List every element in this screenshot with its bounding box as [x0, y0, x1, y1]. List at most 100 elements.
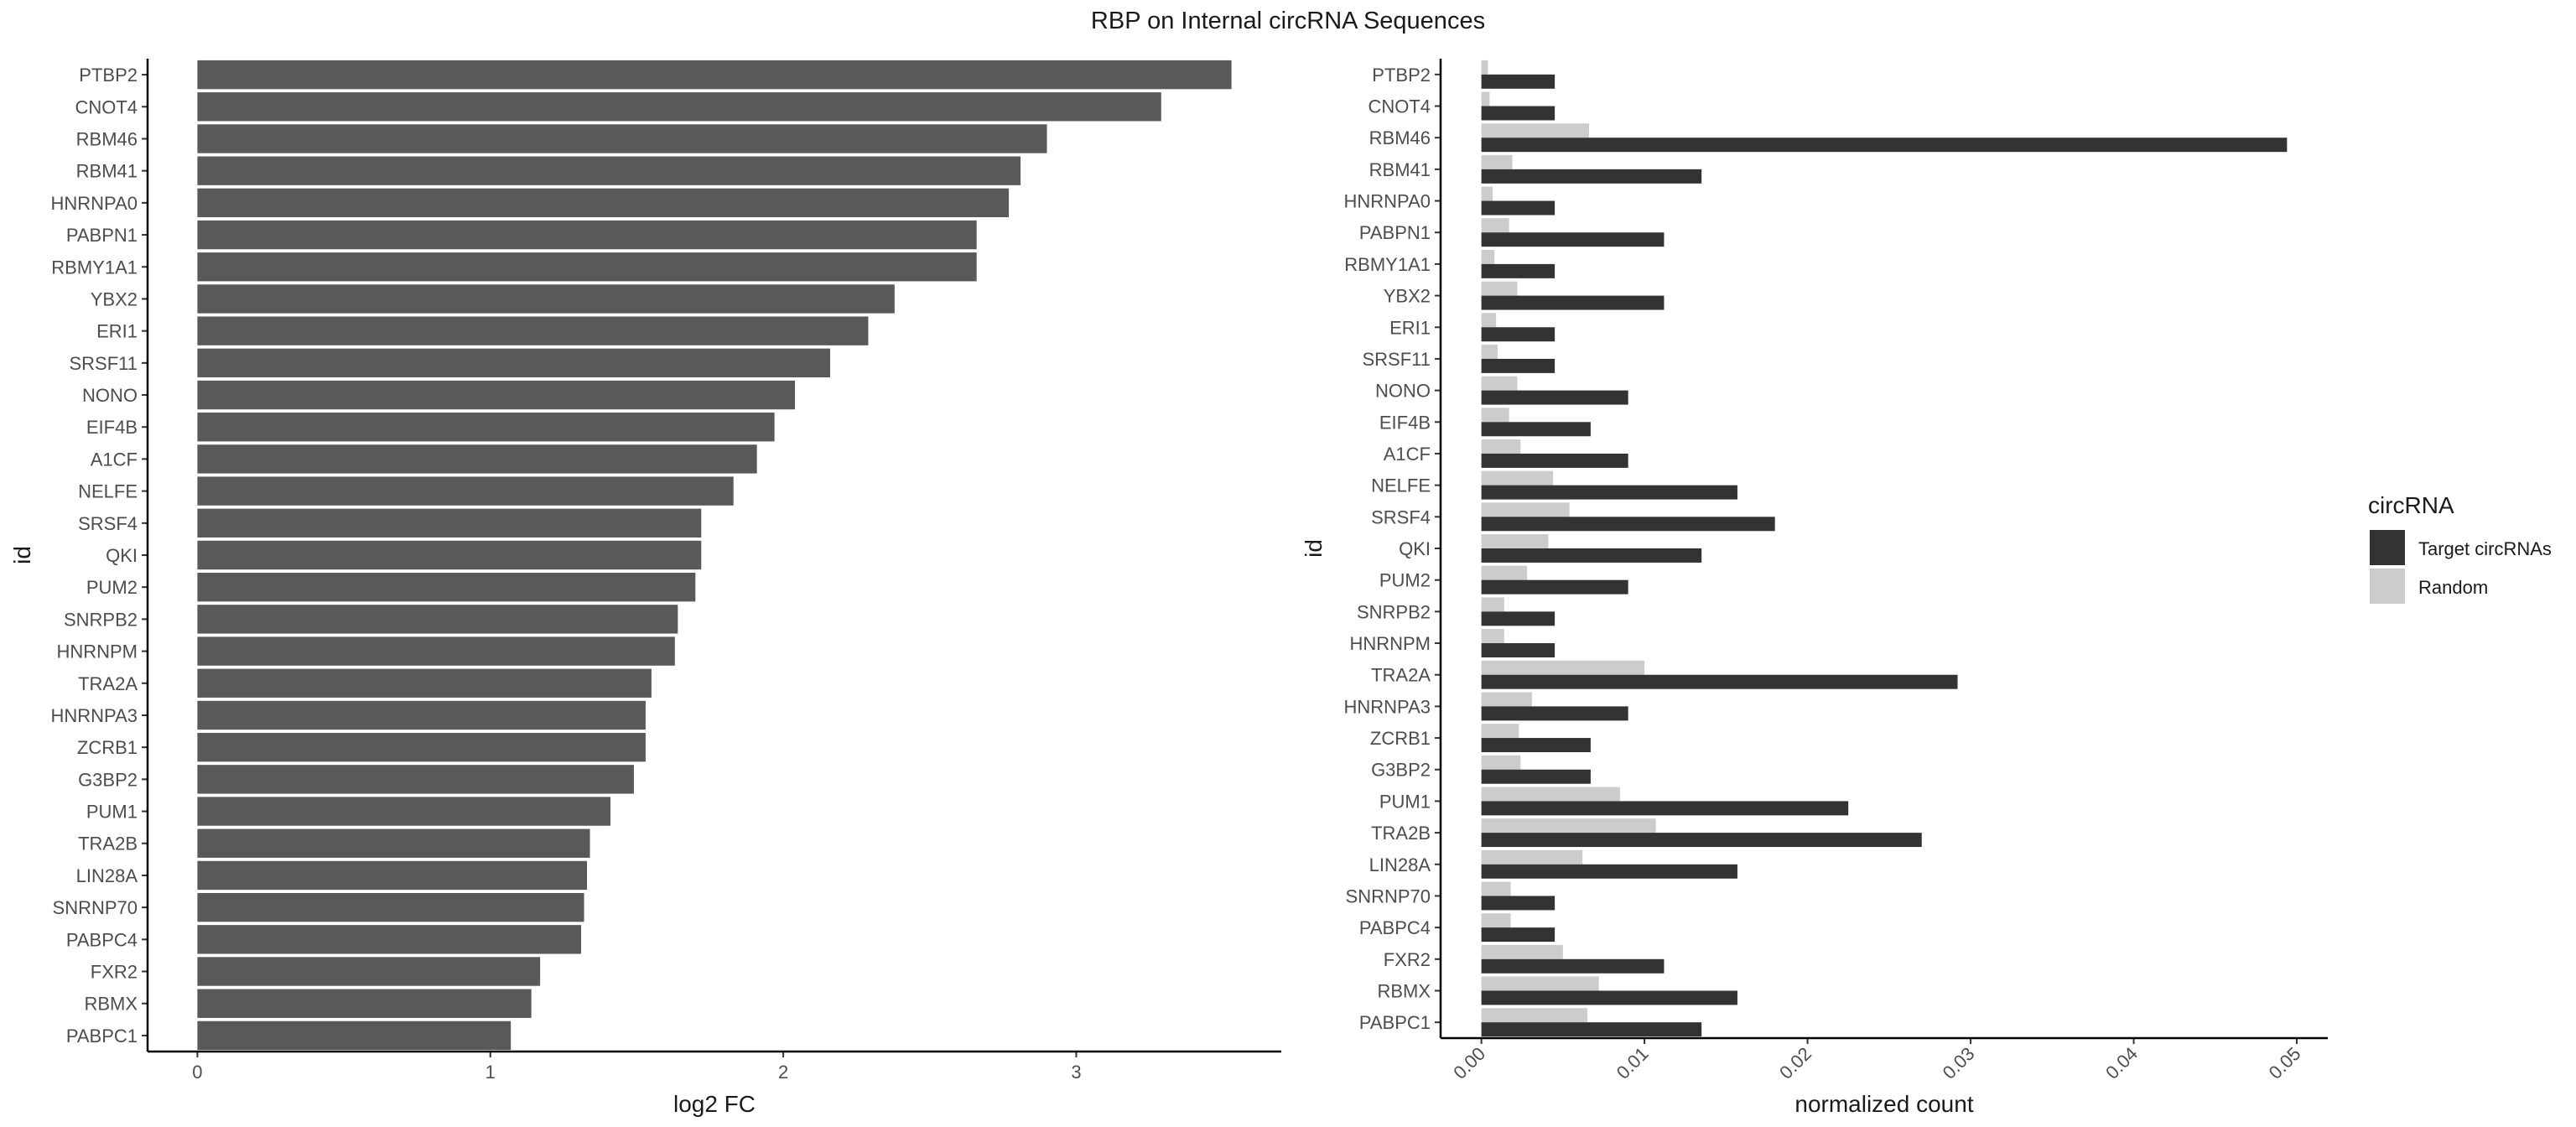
bar-target-rbmx	[1481, 990, 1737, 1005]
y-tick-label: PTBP2	[1372, 65, 1431, 86]
y-tick-label: ERI1	[1389, 317, 1431, 338]
bar-target-srsf11	[1481, 358, 1555, 373]
bar-target-snrpb2	[1481, 611, 1555, 626]
y-tick-label: FXR2	[91, 962, 138, 983]
right-bars	[1481, 60, 2288, 1037]
y-tick-label: TRA2A	[1371, 665, 1431, 686]
bar-hnrnpa3	[197, 700, 646, 730]
bar-random-rbmx	[1481, 976, 1599, 991]
bar-tra2a	[197, 668, 652, 698]
y-tick-label: EIF4B	[86, 417, 138, 438]
left-panel-logfc: PTBP2 CNOT4 RBM46 RBM41 HNRNPA0 PABPN1 RBMY1A1…	[9, 59, 1281, 1117]
bar-random-hnrnpa3	[1481, 692, 1532, 707]
y-tick-label: SNRNP70	[53, 897, 138, 918]
bar-random-tra2b	[1481, 818, 1656, 834]
bar-random-lin28a	[1481, 849, 1583, 865]
bar-target-cnot4	[1481, 106, 1555, 121]
bar-target-eif4b	[1481, 422, 1591, 437]
y-tick-label: A1CF	[91, 449, 138, 470]
y-tick-label: PABPN1	[1359, 222, 1431, 243]
y-tick-label: YBX2	[91, 288, 138, 309]
right-y-axis-label: id	[1301, 539, 1327, 558]
x-tick-label: 0.03	[1939, 1043, 1979, 1083]
y-tick-label: SNRPB2	[1357, 601, 1431, 622]
x-tick-label: 0.00	[1449, 1043, 1489, 1083]
bar-random-pum2	[1481, 565, 1528, 580]
y-tick-label: PUM1	[86, 802, 138, 823]
bar-random-ybx2	[1481, 281, 1518, 296]
left-y-tick-labels: PTBP2 CNOT4 RBM46 RBM41 HNRNPA0 PABPN1 RBMY1A1…	[50, 65, 148, 1046]
bar-pabpc4	[197, 925, 582, 954]
bar-snrpb2	[197, 605, 678, 634]
x-tick-label: 0.05	[2265, 1043, 2305, 1083]
legend: circRNA Target circRNAs Random	[2368, 492, 2552, 604]
bar-hnrnpa0	[197, 188, 1010, 218]
y-tick-label: NELFE	[1371, 475, 1431, 496]
y-tick-label: PUM2	[86, 577, 138, 598]
y-tick-label: CNOT4	[75, 96, 138, 117]
bar-target-rbm46	[1481, 138, 2288, 153]
y-tick-label: SRSF11	[1362, 349, 1431, 370]
x-tick-label: 0.04	[2101, 1043, 2142, 1083]
y-tick-label: ZCRB1	[77, 737, 138, 758]
bar-pum1	[197, 797, 610, 826]
y-tick-label: PABPC4	[66, 929, 138, 950]
y-tick-label: NELFE	[78, 481, 138, 502]
y-tick-label: LIN28A	[76, 865, 138, 886]
bar-random-nelfe	[1481, 470, 1554, 486]
x-tick-label: 0.02	[1775, 1043, 1815, 1083]
bar-nono	[197, 380, 796, 410]
bar-random-fxr2	[1481, 944, 1563, 959]
y-tick-label: NONO	[1375, 381, 1431, 402]
x-tick-label: 2	[778, 1062, 788, 1083]
bar-eif4b	[197, 413, 775, 442]
legend-swatch-target	[2370, 530, 2405, 565]
x-tick-label: 0.01	[1613, 1043, 1653, 1083]
bar-rbmy1a1	[197, 252, 977, 282]
y-tick-label: G3BP2	[1371, 760, 1431, 781]
y-tick-label: RBM46	[1369, 127, 1431, 148]
bar-random-rbm41	[1481, 154, 1513, 169]
right-x-axis-label: normalized count	[1794, 1091, 1973, 1117]
left-x-ticks: 0 1 2 3	[192, 1052, 1082, 1083]
bar-tra2b	[197, 828, 590, 858]
y-tick-label: HNRNPA0	[1343, 191, 1431, 212]
right-x-ticks: 0.00 0.01 0.02 0.03 0.04 0.05	[1449, 1038, 2305, 1083]
bar-target-fxr2	[1481, 958, 1665, 974]
bar-target-pabpc4	[1481, 927, 1555, 943]
y-tick-label: RBMX	[84, 994, 138, 1015]
y-tick-label: TRA2A	[78, 673, 138, 694]
bar-target-pabpn1	[1481, 232, 1665, 247]
bar-random-pabpc1	[1481, 1008, 1588, 1023]
bar-random-cnot4	[1481, 91, 1490, 106]
bar-qki	[197, 540, 702, 570]
bar-fxr2	[197, 957, 541, 986]
y-tick-label: SRSF11	[69, 353, 138, 374]
y-tick-label: SNRPB2	[64, 609, 138, 630]
bar-target-ybx2	[1481, 295, 1665, 310]
legend-title: circRNA	[2368, 492, 2454, 518]
y-tick-label: FXR2	[1384, 949, 1431, 970]
y-tick-label: TRA2B	[1371, 823, 1431, 844]
bar-target-a1cf	[1481, 453, 1628, 468]
y-tick-label: PUM1	[1379, 791, 1431, 812]
bar-random-srsf11	[1481, 344, 1498, 359]
bar-target-qki	[1481, 548, 1702, 563]
bar-random-snrnp70	[1481, 881, 1511, 896]
bar-random-eri1	[1481, 313, 1497, 328]
bar-rbm46	[197, 124, 1047, 153]
bar-random-ptbp2	[1481, 60, 1488, 75]
y-tick-label: LIN28A	[1369, 854, 1431, 875]
y-tick-label: ERI1	[96, 321, 138, 342]
bar-pabpc1	[197, 1021, 512, 1051]
x-tick-label: 3	[1071, 1062, 1081, 1083]
y-tick-label: HNRNPA3	[1343, 696, 1431, 717]
x-tick-label: 0	[192, 1062, 202, 1083]
bar-random-eif4b	[1481, 408, 1509, 423]
y-tick-label: NONO	[82, 385, 138, 406]
y-tick-label: HNRNPA3	[50, 705, 138, 726]
y-tick-label: EIF4B	[1379, 412, 1431, 433]
y-tick-label: HNRNPM	[56, 641, 138, 662]
bar-target-eri1	[1481, 327, 1555, 342]
